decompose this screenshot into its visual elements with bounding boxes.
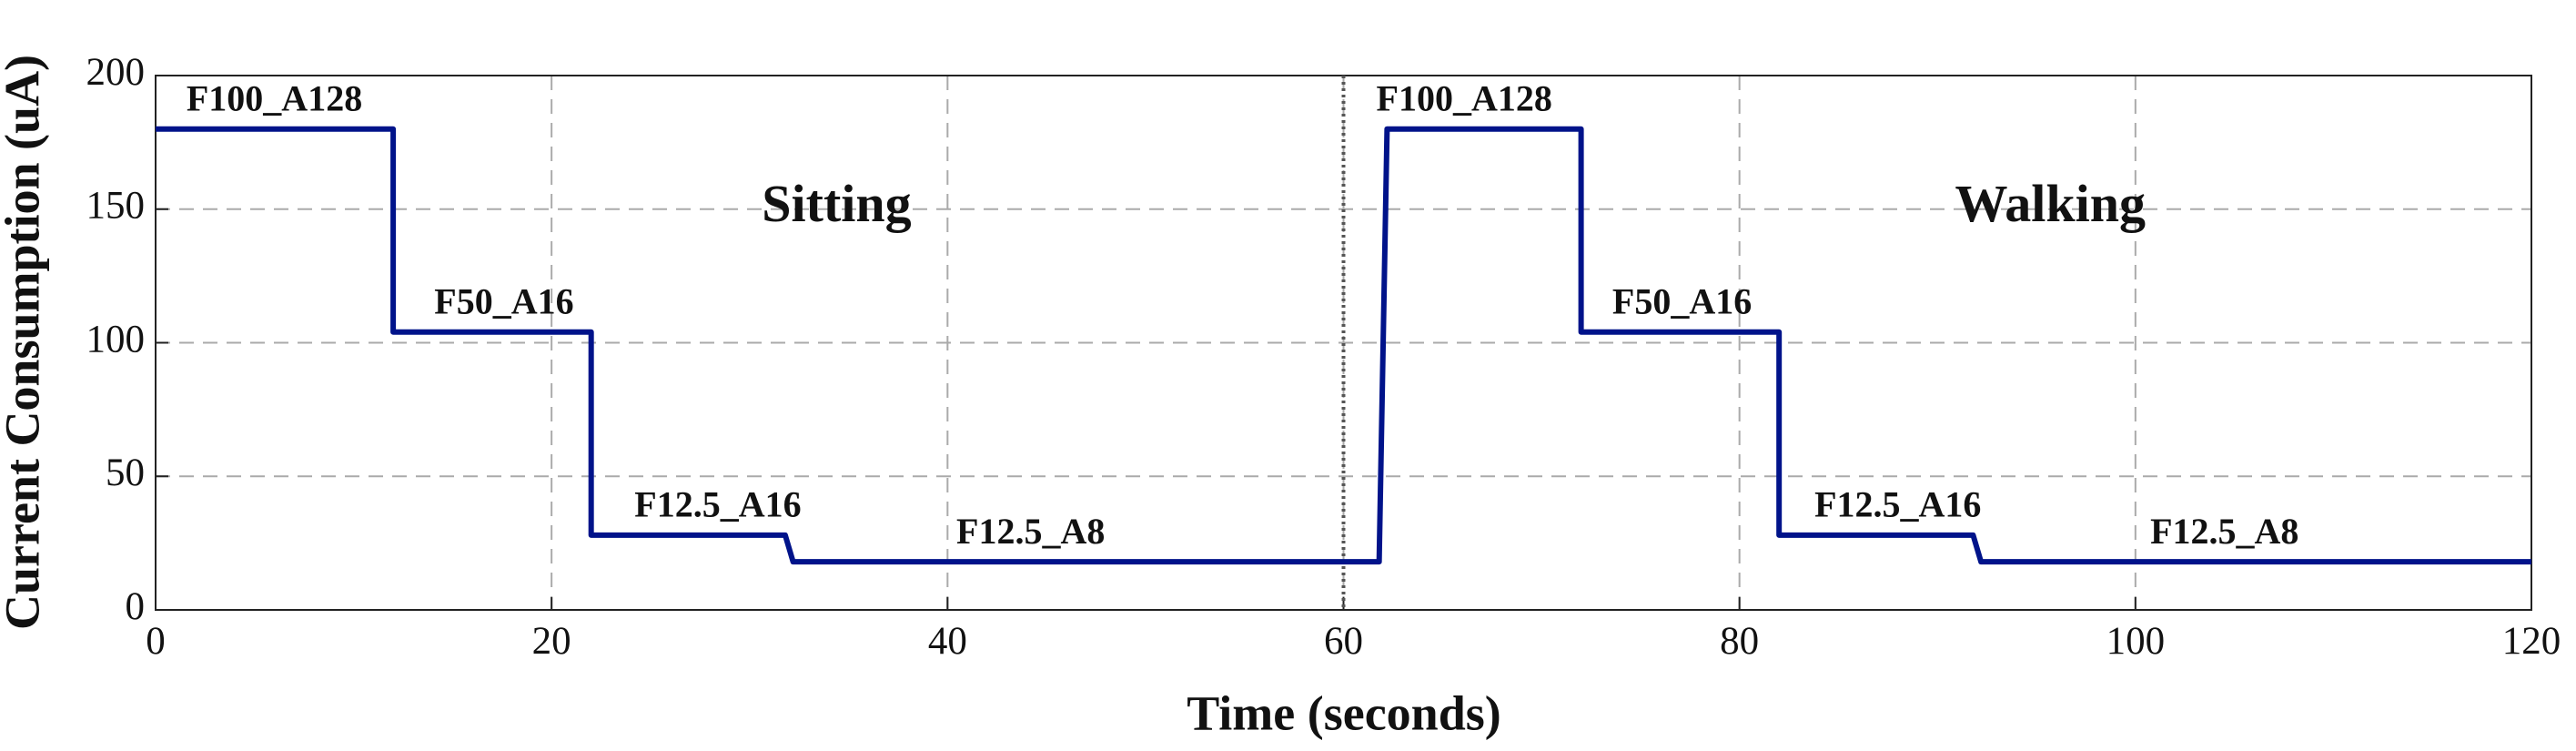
- annotation: F12.5_A8: [2150, 511, 2298, 552]
- x-tick-label: 20: [532, 620, 571, 663]
- x-axis-label: Time (seconds): [1187, 685, 1501, 740]
- annotation: F100_A128: [187, 78, 362, 119]
- x-tick-label: 80: [1720, 620, 1759, 663]
- annotation: F12.5_A8: [956, 511, 1105, 552]
- data-line: [156, 126, 2531, 565]
- x-tick-label: 0: [146, 620, 166, 663]
- annotation: F12.5_A16: [1814, 484, 1981, 525]
- annotation: Walking: [1955, 174, 2146, 233]
- x-tick-label: 60: [1324, 620, 1363, 663]
- annotation: F50_A16: [434, 281, 573, 322]
- annotation: Sitting: [762, 174, 911, 233]
- x-tick-label: 40: [928, 620, 967, 663]
- y-tick-label: 100: [86, 318, 146, 360]
- x-tick-label: 120: [2502, 620, 2561, 663]
- x-tick-label: 100: [2106, 620, 2166, 663]
- annotation: F12.5_A16: [634, 484, 801, 525]
- y-tick-label: 50: [106, 452, 145, 494]
- annotation: F100_A128: [1377, 78, 1552, 119]
- y-tick-label: 200: [86, 51, 146, 94]
- y-axis-label: Current Consumption (uA): [0, 55, 49, 630]
- annotation: F50_A16: [1612, 281, 1752, 322]
- y-tick-label: 0: [126, 585, 146, 628]
- y-tick-label: 150: [86, 185, 146, 228]
